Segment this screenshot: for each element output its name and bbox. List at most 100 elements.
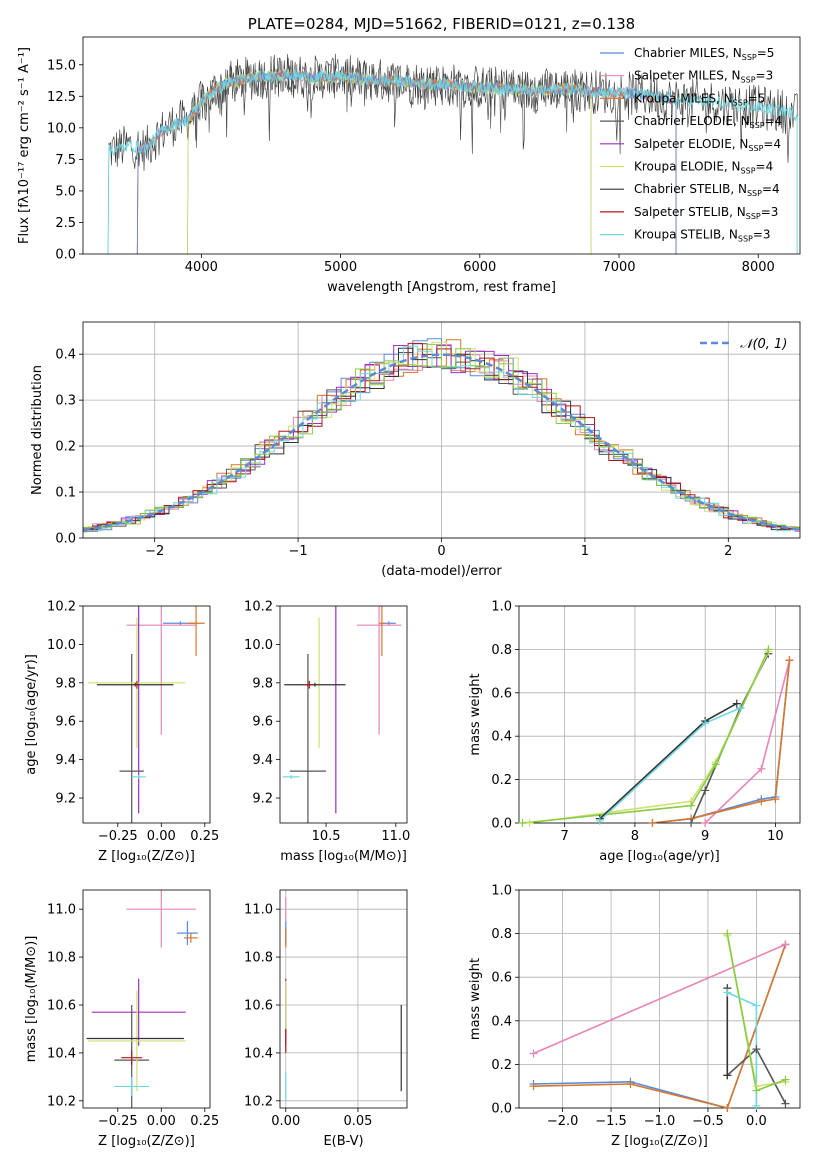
y-tick-label: 9.4 — [252, 753, 273, 768]
x-axis-label: Z [log₁₀(Z/Z⊙)] — [611, 1134, 708, 1149]
y-tick-label: 9.6 — [55, 715, 76, 730]
y-axis-label: mass weight — [468, 958, 483, 1040]
y-axis-label: mass [log₁₀(M/M⊙)] — [24, 936, 39, 1063]
y-tick-label: 9.8 — [55, 676, 76, 691]
legend-label: Salpeter STELIB, NSSP=3 — [634, 205, 778, 221]
y-tick-label: 0.8 — [491, 927, 512, 942]
series-line-chabrier_elodie — [690, 653, 770, 823]
x-tick-label: −1 — [289, 544, 308, 559]
legend-item: Salpeter MILES, NSSP=3 — [600, 69, 773, 85]
y-tick-label: 0.0 — [491, 817, 512, 832]
y-tick-label: 10.2 — [244, 1094, 273, 1109]
legend-label: Kroupa ELODIE, NSSP=4 — [634, 160, 773, 176]
errorbar-point — [121, 1050, 143, 1065]
x-tick-label: 8000 — [742, 260, 775, 275]
series-marker — [757, 764, 766, 773]
y-tick-label: 9.6 — [252, 715, 273, 730]
y-tick-label: 0.0 — [491, 1102, 512, 1117]
legend: Chabrier MILES, NSSP=5 Salpeter MILES, NS… — [600, 46, 782, 244]
y-tick-label: 10.8 — [244, 951, 273, 966]
chart-mass_vs_Z: −0.25 0.00 0.25 10.2 10.4 10.6 10.8 11.0 Z [log₁… — [24, 889, 219, 1149]
x-tick-label: 6000 — [463, 260, 496, 275]
y-tick-label: 0.4 — [491, 1014, 512, 1029]
x-axis-label: mass [log₁₀(M/M⊙)] — [280, 849, 407, 864]
x-tick-label: 0.25 — [190, 1114, 219, 1129]
legend-item: Kroupa ELODIE, NSSP=4 — [600, 160, 773, 176]
y-axis-label: age [log₁₀(age/yr)] — [24, 654, 39, 775]
legend-item: Chabrier STELIB, NSSP=4 — [600, 182, 780, 198]
series-marker — [529, 1082, 538, 1091]
y-tick-label: 0.0 — [55, 532, 76, 547]
y-tick-label: 0.1 — [55, 486, 76, 501]
errorbar-point — [356, 606, 402, 735]
series-marker — [757, 797, 766, 806]
x-tick-label: −0.25 — [98, 829, 138, 844]
y-tick-label: 10.0 — [244, 638, 273, 653]
y-tick-label: 15.0 — [47, 58, 76, 73]
plot-area — [83, 338, 800, 533]
y-tick-label: 7.5 — [55, 153, 76, 168]
series-marker — [736, 703, 745, 712]
axes-frame — [279, 889, 408, 1109]
series-marker — [732, 699, 741, 708]
series-marker — [752, 1086, 761, 1095]
x-tick-label: 4000 — [185, 260, 218, 275]
legend: 𝒩(0, 1) — [700, 337, 787, 352]
x-tick-label: 5000 — [324, 260, 357, 275]
legend-label: Kroupa STELIB, NSSP=3 — [634, 228, 771, 244]
axes-frame — [82, 889, 211, 1109]
y-tick-label: 0.3 — [55, 394, 76, 409]
legend-item: Kroupa MILES, NSSP=5 — [600, 91, 765, 107]
y-tick-label: 10.8 — [47, 951, 76, 966]
series-marker — [785, 656, 794, 665]
series-marker — [687, 819, 696, 827]
series-marker — [626, 1080, 635, 1089]
x-tick-label: 0.00 — [147, 1114, 176, 1129]
x-tick-label: 2 — [724, 544, 732, 559]
spectrum-line-kroupa_stelib — [107, 68, 798, 254]
x-axis-label: wavelength [Angstrom, rest frame] — [327, 280, 556, 295]
x-tick-label: 10 — [767, 829, 784, 844]
spectrum-line-chabrier_elodie — [187, 57, 592, 254]
x-tick-label: 8 — [631, 829, 639, 844]
errorbar-point — [176, 921, 198, 946]
y-tick-label: 9.2 — [252, 792, 273, 807]
legend-label: Salpeter ELODIE, NSSP=4 — [634, 137, 781, 153]
series-marker — [701, 819, 710, 827]
spectrum-line-kroupa_elodie — [187, 68, 592, 254]
legend-label: Chabrier MILES, NSSP=5 — [634, 46, 774, 62]
legend-label: Kroupa MILES, NSSP=5 — [634, 91, 765, 107]
x-tick-label: 7 — [561, 829, 569, 844]
y-tick-label: 10.0 — [47, 121, 76, 136]
series-marker — [723, 1104, 732, 1112]
series-marker — [752, 1045, 761, 1054]
series-marker — [764, 645, 773, 654]
x-tick-label: 0.00 — [147, 829, 176, 844]
series-marker — [752, 1101, 761, 1110]
x-tick-label: −2 — [145, 544, 164, 559]
chart-spectrum: 4000 5000 6000 7000 8000 0.0 2.5 5.0 7.5 10.0 12.5… — [17, 15, 801, 295]
errorbar-point — [284, 682, 346, 687]
errorbar-point — [135, 680, 139, 689]
series-marker — [781, 940, 790, 949]
y-tick-label: 11.0 — [244, 903, 273, 918]
errorbar-point — [131, 774, 146, 779]
y-tick-label: 10.0 — [47, 638, 76, 653]
plot-area — [282, 606, 402, 823]
y-tick-label: 5.0 — [55, 184, 76, 199]
normal-curve — [83, 353, 800, 532]
axes-frame — [82, 605, 211, 824]
series-marker — [687, 801, 696, 810]
y-tick-label: 10.2 — [47, 1094, 76, 1109]
series-marker — [723, 929, 732, 938]
y-tick-label: 10.2 — [244, 600, 273, 615]
y-tick-label: 1.0 — [491, 600, 512, 615]
plot-area — [285, 897, 402, 1101]
series-marker — [723, 1071, 732, 1080]
x-tick-label: 0.05 — [343, 1114, 372, 1129]
errorbar-point — [282, 774, 300, 779]
y-tick-label: 0.4 — [55, 348, 76, 363]
y-tick-label: 0.2 — [55, 440, 76, 455]
x-tick-label: −0.5 — [692, 1114, 724, 1129]
